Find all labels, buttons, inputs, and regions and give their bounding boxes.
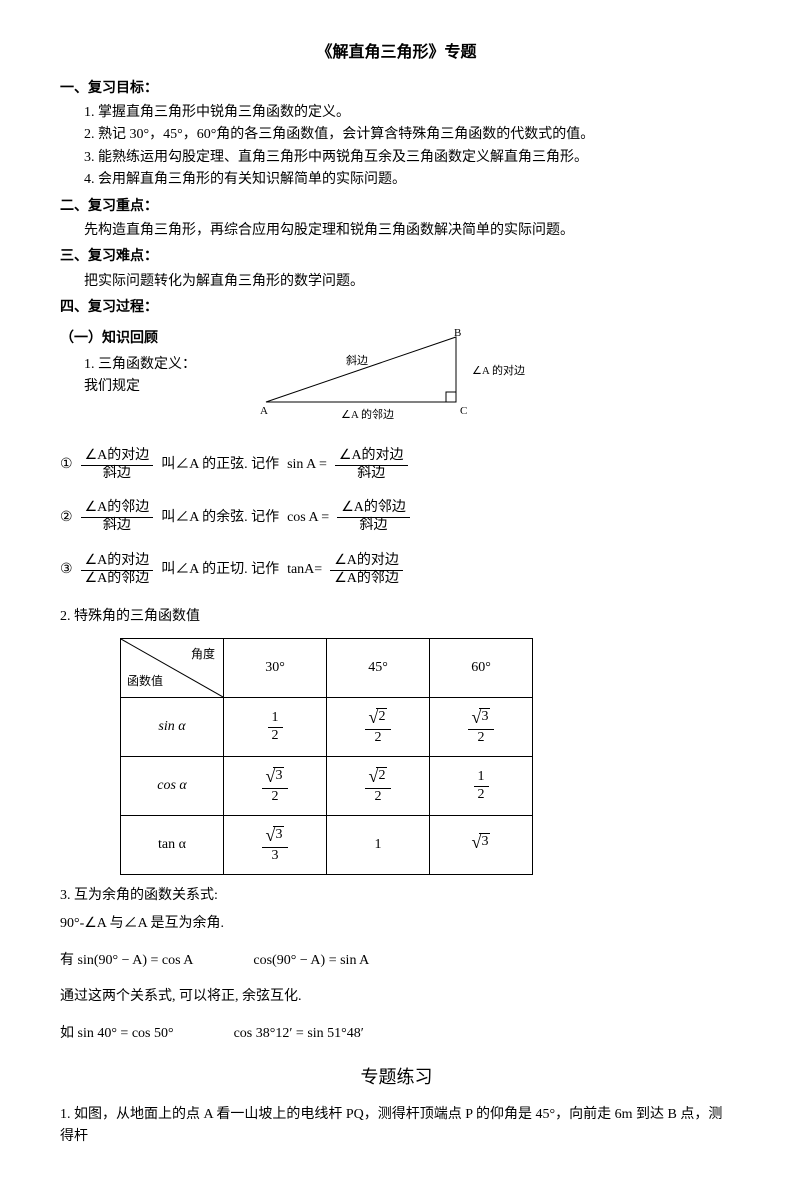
- def-fn: cos A =: [287, 507, 329, 529]
- focus-text: 先构造直角三角形，再综合应用勾股定理和锐角三角函数解决简单的实际问题。: [84, 220, 733, 242]
- knowledge-1-text: 我们规定: [84, 376, 196, 398]
- goal-item-2: 2. 熟记 30°，45°，60°角的各三角函数值，会计算含特殊角三角函数的代数…: [84, 124, 733, 146]
- cell-tan-30: √33: [224, 816, 327, 875]
- triangle-diagram: A B C 斜边 ∠A 的对边 ∠A 的邻边: [246, 322, 526, 430]
- goal-item-4: 4. 会用解直角三角形的有关知识解简单的实际问题。: [84, 169, 733, 191]
- table-row-sin: sin α 12 √22 √32: [121, 698, 533, 757]
- page-title: 《解直角三角形》专题: [60, 40, 733, 66]
- table-row-tan: tan α √33 1 √3: [121, 816, 533, 875]
- k3-eq3: 如 sin 40° = cos 50°: [60, 1023, 174, 1045]
- fraction: ∠A的对边斜边: [81, 448, 154, 483]
- def-fn: sin A =: [287, 454, 327, 476]
- def-fn: tanA=: [287, 559, 322, 581]
- knowledge-1-title: 1. 三角函数定义：: [84, 354, 196, 376]
- practice-heading: 专题练习: [60, 1063, 733, 1092]
- cell-cos-45: √22: [327, 757, 430, 816]
- triangle-label-opp: ∠A 的对边: [472, 363, 525, 377]
- def-mid-text: 叫∠A 的正弦. 记作: [161, 454, 279, 476]
- goal-item-1: 1. 掌握直角三角形中锐角三角函数的定义。: [84, 102, 733, 124]
- k3-line1: 90°-∠A 与∠A 是互为余角.: [60, 913, 733, 935]
- section-heading-4: 四、复习过程：: [60, 297, 733, 319]
- fraction: 12: [474, 769, 489, 804]
- row-label-tan: tan α: [121, 816, 224, 875]
- triangle-vertex-b: B: [454, 327, 461, 339]
- knowledge-2-title: 2. 特殊角的三角函数值: [60, 606, 733, 628]
- k3-eq2: cos(90° − A) = sin A: [253, 950, 369, 972]
- def-mid-text: 叫∠A 的正切. 记作: [161, 559, 279, 581]
- definition-line-1: ① ∠A的对边斜边 叫∠A 的正弦. 记作 sin A = ∠A的对边斜边: [60, 448, 733, 483]
- cell-tan-60: √3: [430, 816, 533, 875]
- trig-table: 角度 函数值 30° 45° 60° sin α 12 √22 √32 cos …: [120, 638, 533, 875]
- table-row-cos: cos α √32 √22 12: [121, 757, 533, 816]
- diag-bottom-label: 函数值: [127, 672, 163, 691]
- cell-sin-45: √22: [327, 698, 430, 757]
- table-header-diag: 角度 函数值: [121, 639, 224, 698]
- k3-line2: 通过这两个关系式, 可以将正, 余弦互化.: [60, 986, 733, 1008]
- triangle-vertex-a: A: [260, 405, 268, 417]
- k3-eq1: 有 sin(90° − A) = cos A: [60, 950, 193, 972]
- row-label-sin: sin α: [121, 698, 224, 757]
- section-heading-1: 一、复习目标：: [60, 78, 733, 100]
- cell-tan-45: 1: [327, 816, 430, 875]
- section-heading-2: 二、复习重点：: [60, 196, 733, 218]
- k3-eq-row-2: 如 sin 40° = cos 50° cos 38°12′ = sin 51°…: [60, 1023, 733, 1045]
- sub-heading-4-1: （一）知识回顾: [60, 328, 196, 350]
- fraction: ∠A的对边∠A的邻边: [330, 553, 403, 588]
- diag-top-label: 角度: [191, 645, 215, 664]
- def-marker: ②: [60, 507, 73, 529]
- cell-sin-60: √32: [430, 698, 533, 757]
- definition-line-3: ③ ∠A的对边∠A的邻边 叫∠A 的正切. 记作 tanA= ∠A的对边∠A的邻边: [60, 553, 733, 588]
- def-marker: ③: [60, 559, 73, 581]
- difficulty-text: 把实际问题转化为解直角三角形的数学问题。: [84, 271, 733, 293]
- col-header-60: 60°: [430, 639, 533, 698]
- triangle-label-hyp: 斜边: [346, 354, 368, 367]
- practice-q1: 1. 如图，从地面上的点 A 看一山坡上的电线杆 PQ，测得杆顶端点 P 的仰角…: [60, 1104, 733, 1149]
- cell-sin-30: 12: [224, 698, 327, 757]
- def-mid-text: 叫∠A 的余弦. 记作: [161, 507, 279, 529]
- col-header-45: 45°: [327, 639, 430, 698]
- knowledge-3-title: 3. 互为余角的函数关系式:: [60, 885, 733, 907]
- k3-eq4: cos 38°12′ = sin 51°48′: [234, 1023, 364, 1045]
- fraction: ∠A的对边∠A的邻边: [81, 553, 154, 588]
- fraction: ∠A的邻边斜边: [81, 500, 154, 535]
- definitions-block: ① ∠A的对边斜边 叫∠A 的正弦. 记作 sin A = ∠A的对边斜边 ② ∠A的邻…: [60, 448, 733, 588]
- triangle-vertex-c: C: [460, 405, 467, 417]
- row-label-cos: cos α: [121, 757, 224, 816]
- def-marker: ①: [60, 454, 73, 476]
- definition-line-2: ② ∠A的邻边斜边 叫∠A 的余弦. 记作 cos A = ∠A的邻边斜边: [60, 500, 733, 535]
- fraction: ∠A的邻边斜边: [337, 500, 410, 535]
- col-header-30: 30°: [224, 639, 327, 698]
- goal-item-3: 3. 能熟练运用勾股定理、直角三角形中两锐角互余及三角函数定义解直角三角形。: [84, 147, 733, 169]
- cell-cos-60: 12: [430, 757, 533, 816]
- k3-eq-row-1: 有 sin(90° − A) = cos A cos(90° − A) = si…: [60, 950, 733, 972]
- section-heading-3: 三、复习难点：: [60, 246, 733, 268]
- cell-cos-30: √32: [224, 757, 327, 816]
- fraction: 12: [268, 710, 283, 745]
- fraction: ∠A的对边斜边: [335, 448, 408, 483]
- triangle-label-adj: ∠A 的邻边: [341, 407, 394, 421]
